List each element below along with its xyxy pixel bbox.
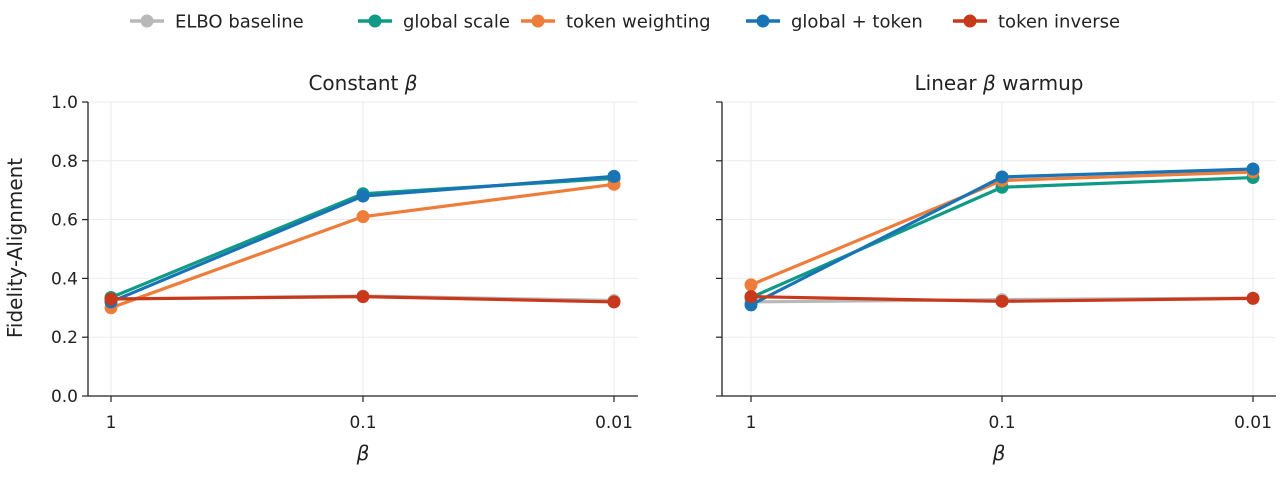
- legend-marker: [140, 14, 154, 28]
- data-point: [356, 210, 370, 224]
- legend-label: ELBO baseline: [175, 12, 304, 33]
- legend-marker: [963, 14, 977, 28]
- legend-marker: [756, 14, 770, 28]
- legend-item: token weighting: [521, 12, 711, 33]
- data-point: [104, 292, 118, 306]
- y-tick-label: 0.4: [51, 269, 78, 289]
- y-tick-label: 1.0: [51, 93, 78, 113]
- data-point: [356, 290, 370, 304]
- legend-label: token weighting: [566, 12, 711, 33]
- x-tick-label: 0.1: [988, 413, 1015, 433]
- chart-title: Constant β: [308, 71, 417, 95]
- x-tick-label: 1: [106, 413, 117, 433]
- legend-label: token inverse: [998, 12, 1120, 33]
- x-axis-label: β: [992, 441, 1006, 465]
- x-tick-label: 0.01: [595, 413, 633, 433]
- data-point: [744, 290, 758, 304]
- y-axis-label: Fidelity-Alignment: [3, 158, 27, 338]
- chart-title-symbol: β: [404, 71, 418, 95]
- data-point: [356, 189, 370, 203]
- legend-item: global + token: [746, 12, 923, 33]
- data-point: [607, 169, 621, 183]
- x-tick-label: 1: [746, 413, 757, 433]
- series-token-inverse: [744, 290, 1260, 308]
- data-point: [1246, 291, 1260, 305]
- data-point: [1246, 162, 1260, 176]
- data-point: [607, 295, 621, 309]
- chart-title-suffix: warmup: [996, 71, 1084, 95]
- series-token-inverse: [104, 290, 621, 309]
- legend-item: token inverse: [953, 12, 1120, 33]
- y-tick-label: 0.0: [51, 387, 78, 407]
- data-point: [744, 278, 758, 292]
- chart-title-symbol: β: [982, 71, 996, 95]
- y-tick-label: 0.2: [51, 328, 78, 348]
- x-tick-label: 0.1: [349, 413, 376, 433]
- legend-item: global scale: [358, 12, 510, 33]
- legend-marker: [368, 14, 382, 28]
- y-tick-label: 0.8: [51, 152, 78, 172]
- legend: ELBO baseline global scale token weighting…: [130, 12, 1120, 33]
- legend-item: ELBO baseline: [130, 12, 304, 33]
- legend-marker: [531, 14, 545, 28]
- x-axis-label: β: [356, 441, 370, 465]
- x-tick-label: 0.01: [1234, 413, 1272, 433]
- chart-title-prefix: Linear: [915, 71, 984, 95]
- legend-label: global scale: [403, 12, 510, 33]
- data-point: [995, 294, 1009, 308]
- chart-title-prefix: Constant: [308, 71, 404, 95]
- data-point: [995, 170, 1009, 184]
- legend-label: global + token: [791, 12, 923, 33]
- y-tick-label: 0.6: [51, 211, 78, 231]
- chart-title: Linear β warmup: [915, 71, 1084, 95]
